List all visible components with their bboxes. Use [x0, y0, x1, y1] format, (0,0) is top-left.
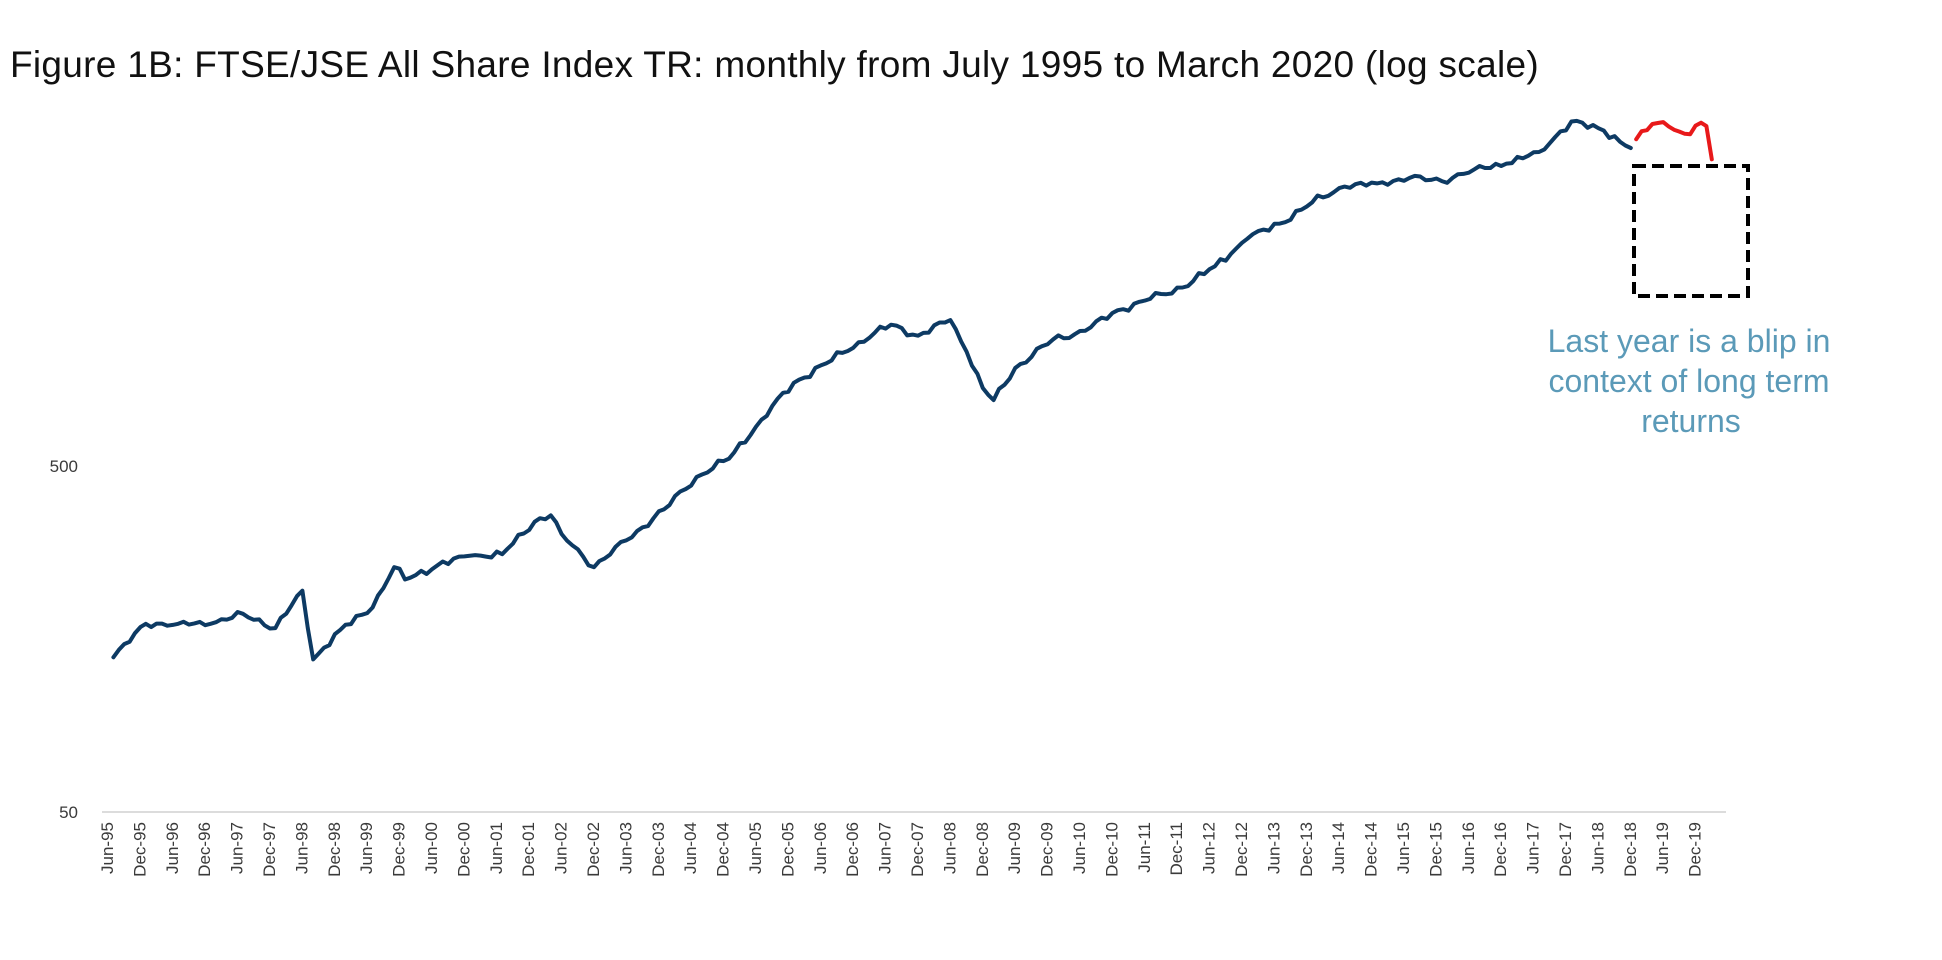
x-tick-label: Dec-07	[908, 822, 927, 877]
x-tick-label: Jun-00	[422, 822, 441, 874]
index-series-line	[111, 118, 1633, 662]
x-tick-label: Dec-13	[1297, 822, 1316, 877]
chart-title: Figure 1B: FTSE/JSE All Share Index TR: …	[10, 44, 1539, 85]
x-tick-label: Jun-02	[552, 822, 571, 874]
x-tick-label: Jun-09	[1005, 822, 1024, 874]
x-tick-label: Dec-95	[130, 822, 149, 877]
x-tick-label: Jun-05	[746, 822, 765, 874]
x-tick-label: Dec-17	[1556, 822, 1575, 877]
x-tick-label: Jun-16	[1459, 822, 1478, 874]
annotation-line-1: Last year is a blip in	[1548, 323, 1831, 359]
x-tick-label: Dec-99	[390, 822, 409, 877]
x-tick-label: Dec-12	[1232, 822, 1251, 877]
highlight-box	[1632, 164, 1750, 298]
x-tick-label: Jun-17	[1524, 822, 1543, 874]
x-tick-label: Jun-96	[163, 822, 182, 874]
x-tick-label: Jun-10	[1070, 822, 1089, 874]
annotation-text: Last year is a blip in context of long t…	[1548, 323, 1835, 439]
annotation-line-2: context of long term	[1548, 363, 1829, 399]
y-tick-label: 500	[50, 457, 78, 476]
x-tick-label: Jun-03	[616, 822, 635, 874]
x-tick-label: Dec-01	[519, 822, 538, 877]
annotation-line-3: returns	[1641, 403, 1741, 439]
x-tick-label: Dec-15	[1426, 822, 1445, 877]
x-tick-label: Dec-00	[454, 822, 473, 877]
x-tick-label: Jun-98	[292, 822, 311, 874]
x-tick-label: Jun-19	[1653, 822, 1672, 874]
x-tick-label: Jun-13	[1264, 822, 1283, 874]
x-tick-label: Dec-10	[1102, 822, 1121, 877]
last-year-series-line	[1634, 120, 1714, 162]
x-tick-label: Jun-07	[876, 822, 895, 874]
x-tick-label: Jun-95	[98, 822, 117, 874]
x-tick-label: Dec-14	[1362, 822, 1381, 877]
x-tick-label: Jun-18	[1588, 822, 1607, 874]
x-tick-label: Jun-97	[228, 822, 247, 874]
series-layer	[111, 118, 1714, 662]
x-tick-label: Jun-01	[487, 822, 506, 874]
x-tick-label: Dec-04	[714, 822, 733, 877]
y-tick-label: 50	[59, 803, 78, 822]
x-tick-label: Dec-08	[973, 822, 992, 877]
x-tick-label: Jun-11	[1135, 822, 1154, 873]
y-tick-labels: 50 500	[50, 457, 78, 822]
x-tick-label: Dec-02	[584, 822, 603, 877]
x-tick-label: Dec-97	[260, 822, 279, 877]
x-tick-label: Dec-19	[1686, 822, 1705, 877]
x-tick-label: Dec-06	[843, 822, 862, 877]
x-tick-label: Jun-15	[1394, 822, 1413, 874]
x-tick-label: Jun-04	[681, 822, 700, 874]
x-tick-label: Dec-05	[778, 822, 797, 877]
x-tick-labels: Jun-95 Dec-95 Jun-96 Dec-96 Jun-97 Dec-97 Jun-…	[98, 822, 1705, 877]
x-tick-label: Dec-98	[325, 822, 344, 877]
x-tick-label: Dec-09	[1038, 822, 1057, 877]
x-tick-label: Jun-08	[940, 822, 959, 874]
x-tick-label: Dec-03	[649, 822, 668, 877]
x-tick-label: Jun-06	[811, 822, 830, 874]
x-tick-label: Dec-11	[1167, 822, 1186, 876]
x-tick-label: Dec-96	[195, 822, 214, 877]
x-tick-label: Jun-14	[1329, 822, 1348, 874]
x-tick-label: Dec-16	[1491, 822, 1510, 877]
x-tick-label: Dec-18	[1621, 822, 1640, 877]
x-tick-label: Jun-99	[357, 822, 376, 874]
x-tick-label: Jun-12	[1200, 822, 1219, 874]
